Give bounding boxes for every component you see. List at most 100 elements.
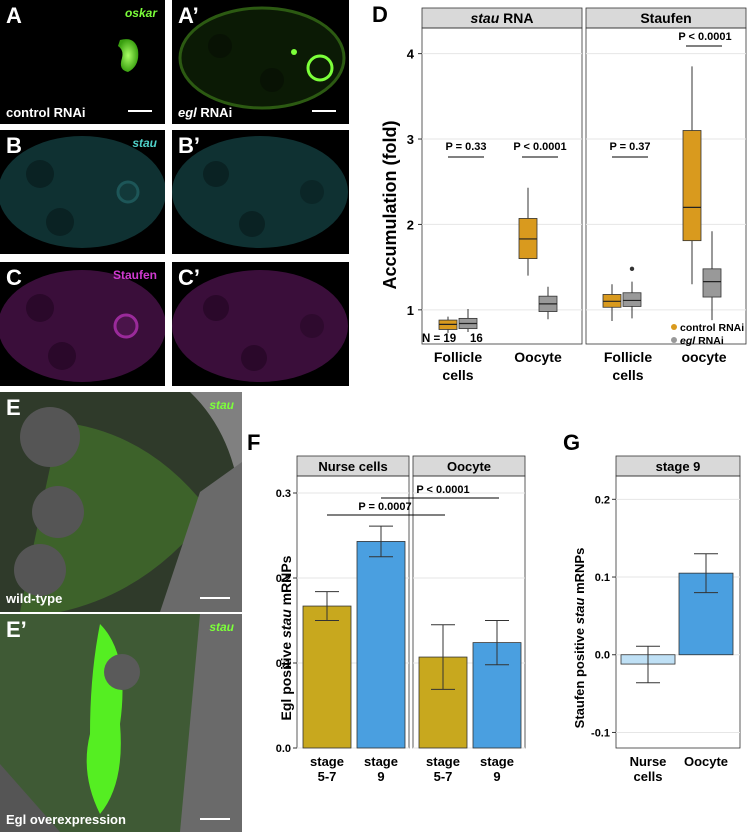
y-tick-label: 3 [407, 132, 414, 147]
panel-letter: C [6, 265, 22, 290]
x-tick-label: 9 [493, 769, 500, 784]
panel-letter: E’ [6, 617, 27, 642]
channel-label: Staufen [112, 268, 157, 282]
y-axis-label: Egl positive stau mRNPs [278, 555, 294, 720]
x-tick-label: Nurse [630, 754, 667, 769]
oskar-signal [118, 39, 139, 72]
facet-strip-right-label: Oocyte [447, 459, 491, 474]
x-tick-label: Follicle [604, 349, 652, 365]
y-tick-label: 1 [407, 303, 414, 318]
y-tick-label: 0.2 [276, 573, 291, 585]
bar-chart-f: Egl positive stau mRNPs Nurse cells Oocy… [276, 455, 526, 784]
facet-strip-left-label: Nurse cells [318, 459, 387, 474]
y-tick-label: -0.1 [591, 727, 610, 739]
x-tick-label: cells [612, 367, 643, 383]
figure-letter-g: G [563, 430, 581, 455]
channel-label: stau [132, 136, 157, 150]
panel-b: B stau [0, 130, 165, 254]
legend-swatch-egl [671, 337, 677, 343]
pvalue-label: P < 0.0001 [678, 31, 731, 43]
panel-b-prime: B’ [172, 130, 349, 254]
panel-e-image [0, 392, 242, 612]
x-tick-label: 5-7 [318, 769, 337, 784]
panel-b-prime-image [172, 136, 348, 248]
legend-label-control: control RNAi [680, 322, 744, 334]
panel-caption: wild-type [6, 591, 63, 606]
x-tick-label: cells [442, 367, 473, 383]
pvalue-label: P = 0.37 [609, 141, 650, 153]
panel-caption: control RNAi [6, 105, 86, 120]
scale-bar [312, 110, 336, 112]
panel-caption: Egl overexpression [6, 812, 126, 827]
pvalue-label: P = 0.33 [445, 141, 486, 153]
x-tick-label: stage [480, 754, 514, 769]
bar [356, 541, 406, 749]
panel-a: A oskar control RNAi [0, 0, 165, 124]
panel-c-prime: C’ [172, 262, 349, 386]
plot-area-left [421, 27, 583, 345]
panel-caption: egl RNAi [178, 105, 233, 120]
channel-label: stau [209, 398, 234, 412]
panel-letter: B’ [178, 133, 200, 158]
x-tick-label: oocyte [681, 349, 726, 365]
x-tick-label: stage [310, 754, 344, 769]
panel-a-prime: A’ egl RNAi [172, 0, 349, 124]
y-axis-label: Staufen positive stau mRNPs [572, 548, 587, 729]
panel-e-prime-image [0, 614, 242, 832]
scale-bar [128, 110, 152, 112]
bar [472, 642, 522, 749]
panel-c-prime-image [172, 270, 348, 382]
panel-a-image [118, 39, 139, 72]
y-tick-label: 0.1 [595, 572, 610, 584]
y-tick-label: 0.3 [276, 488, 291, 500]
x-tick-label: stage [426, 754, 460, 769]
facet-strip-right-label: Staufen [640, 10, 691, 26]
pvalue-label: P < 0.0001 [513, 141, 566, 153]
sample-size-label: 16 [470, 333, 483, 345]
channel-label: oskar [124, 6, 157, 20]
legend-label-egl: egl RNAi [680, 335, 724, 347]
panel-letter: B [6, 133, 22, 158]
box [622, 292, 642, 307]
x-tick-label: 9 [377, 769, 384, 784]
y-tick-label: 0.2 [595, 494, 610, 506]
panel-e-prime: E’ stau Egl overexpression [0, 614, 242, 832]
x-tick-label: Follicle [434, 349, 482, 365]
pvalue-label: P < 0.0001 [416, 484, 469, 496]
facet-strip-left-label: stau RNA [470, 10, 533, 26]
plot-area-right [585, 27, 747, 345]
channel-label: stau [209, 620, 234, 634]
box [682, 130, 702, 242]
y-tick-label: 2 [407, 217, 414, 232]
y-tick-label: 0.1 [276, 658, 291, 670]
facet-strip-label: stage 9 [656, 459, 701, 474]
boxplot-chart-d: Accumulation (fold) 1 2 3 4 stau RNA Staufe… [380, 7, 747, 383]
bar-chart-g: Staufen positive stau mRNPs stage 9 -0.1… [572, 455, 741, 784]
scale-bar [200, 818, 230, 820]
panel-letter: C’ [178, 265, 200, 290]
panel-letter: E [6, 395, 21, 420]
sample-size-label: N = 19 [422, 333, 456, 345]
panel-e: E stau wild-type [0, 392, 242, 612]
panel-c-image [0, 270, 165, 382]
box [702, 268, 722, 298]
x-tick-label: Oocyte [684, 754, 728, 769]
bar [302, 605, 352, 749]
x-tick-label: stage [364, 754, 398, 769]
y-axis-label: Accumulation (fold) [380, 121, 400, 290]
figure-letter-d: D [372, 2, 388, 27]
panel-b-image [0, 136, 165, 248]
x-tick-label: 5-7 [434, 769, 453, 784]
x-tick-label: cells [634, 769, 663, 784]
scale-bar [200, 597, 230, 599]
x-tick-label: Oocyte [514, 349, 562, 365]
y-tick-label: 0.0 [276, 743, 291, 755]
y-tick-label: 4 [407, 47, 415, 62]
legend-swatch-control [671, 324, 677, 330]
plot-area [615, 475, 741, 749]
panel-c: C Staufen [0, 262, 165, 386]
pvalue-label: P = 0.0007 [358, 501, 411, 513]
panel-letter: A’ [178, 3, 199, 28]
box-outlier [629, 266, 635, 272]
y-tick-label: 0.0 [595, 650, 610, 662]
